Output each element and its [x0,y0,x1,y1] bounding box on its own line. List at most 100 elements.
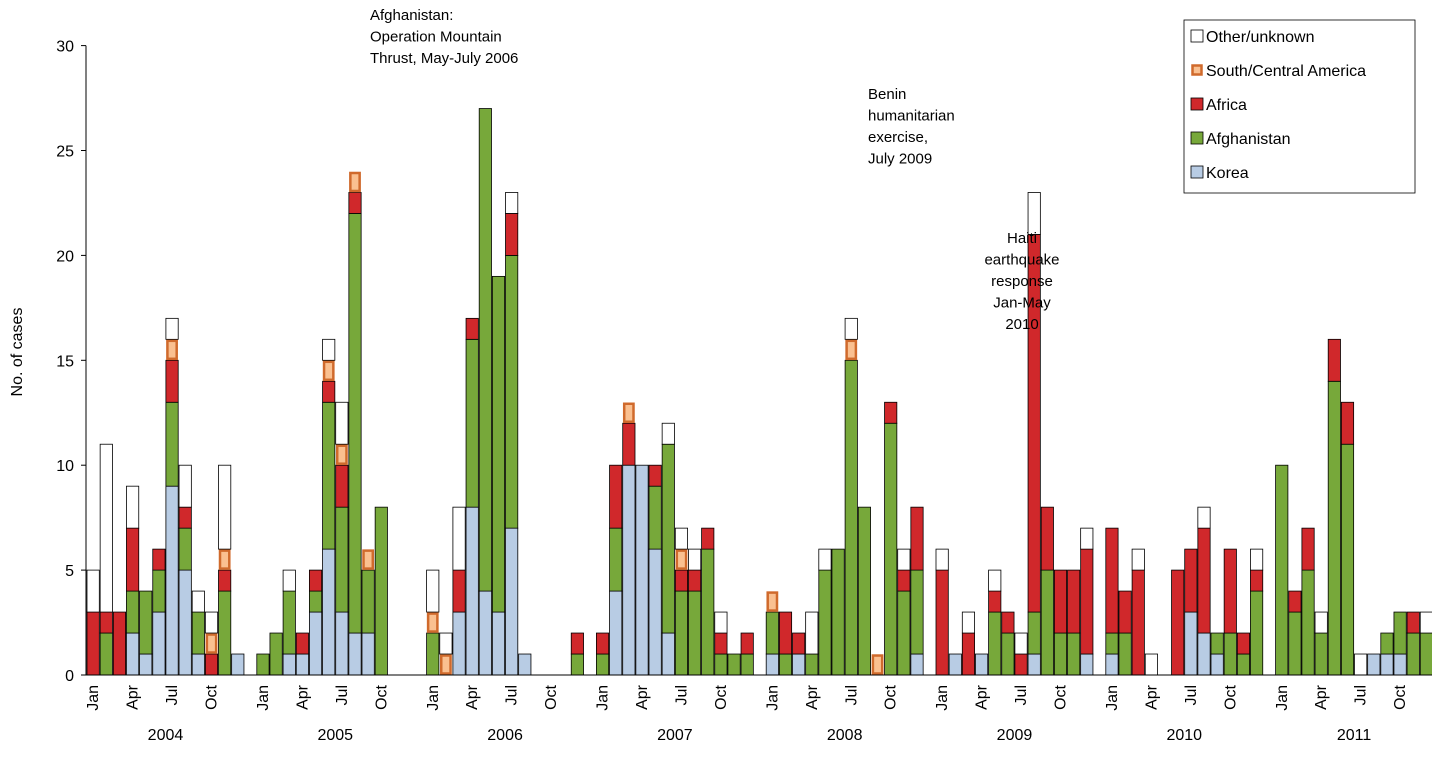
bar-segment-other-unknown [818,548,832,571]
annotation-line: Jan-May [993,295,1051,312]
y-tick-label: 15 [56,353,74,370]
bar-segment-other-unknown [935,548,949,571]
bar-segment-other-unknown [688,548,702,571]
bar-segment-africa [348,192,362,214]
legend-label: Korea [1206,165,1249,182]
bar-segment-korea [191,653,205,676]
bar-segment-africa [1118,590,1132,634]
bar-segment-other-unknown [218,464,232,550]
bar-segment-africa [126,527,140,592]
bar-segment-afghanistan [361,569,375,634]
x-tick-label: Jan [255,685,272,711]
legend-swatch [1190,131,1204,145]
axes-group: 0 5 10 15 20 25 30 [56,39,1432,685]
bar-segment-korea [648,548,662,676]
y-tick-label: 25 [56,144,74,161]
bar-segment-africa [1001,611,1015,634]
bar-segment-afghanistan [897,590,911,676]
bar-segment-south-central-america [845,339,858,361]
bar-segment-other-unknown [452,506,466,571]
bar-segment-korea [178,569,192,676]
bar-segment-afghanistan [1053,632,1068,676]
bar-segment-afghanistan [1406,632,1420,676]
bar-segment-afghanistan [478,108,492,592]
bar-segment-afghanistan [1314,632,1328,676]
bar-segment-afghanistan [740,653,754,676]
bar-segment-africa [1027,234,1041,613]
bar-segment-africa [295,632,309,655]
bar-segment-other-unknown [1419,611,1432,634]
bar-segment-afghanistan [609,527,623,592]
x-tick-label: Apr [294,684,311,710]
bar-segment-korea [139,653,153,676]
bar-segment-other-unknown [426,569,440,613]
bar-segment-afghanistan [322,401,336,550]
bar-segment-africa [988,590,1002,613]
bar-segment-afghanistan [126,590,140,634]
bar-segment-africa [648,464,662,487]
bar-segment-africa [218,569,232,592]
bar-segment-korea [152,611,166,676]
x-tick-label: Jan [934,685,951,711]
bar-segment-africa [178,506,192,529]
bar-segment-korea [1027,653,1041,676]
legend-swatch [1190,97,1204,111]
bar-segment-africa [740,632,754,655]
year-label: 2009 [997,727,1033,744]
year-label: 2011 [1337,727,1372,744]
bar-segment-africa [1327,338,1341,382]
bar-segment-korea [1367,653,1381,676]
bar-segment-korea [1380,653,1394,676]
bar-segment-other-unknown [126,485,140,529]
bar-segment-africa [897,569,911,592]
y-tick-label: 0 [65,668,74,685]
bar-segment-africa [688,569,702,592]
bar-segment-afghanistan [1040,569,1054,676]
bar-segment-south-central-america [349,171,361,193]
bar-segment-afghanistan [688,590,702,676]
bar-segment-africa [674,569,688,592]
bar-segment-south-central-america [426,612,439,633]
bar-segment-afghanistan [727,653,741,676]
bar-segment-other-unknown [1314,611,1328,634]
annotation-line: earthquake [984,252,1059,269]
bar-segment-africa [1250,569,1264,592]
bar-segment-afghanistan [1327,380,1341,676]
bar-segment-korea [1080,653,1094,676]
bar-segment-korea [948,653,962,676]
legend-swatch [1190,29,1204,43]
bar-segment-korea [1210,653,1224,676]
x-tick-label: Jul [1353,685,1370,705]
bar-segment-other-unknown [1197,506,1211,529]
bar-segment-other-unknown [1144,653,1158,676]
annotation-line: Benin [868,86,906,103]
bar-segment-afghanistan [818,569,832,676]
bar-segment-africa [505,213,519,256]
year-label: 2005 [317,727,353,744]
annotation-line: Thrust, May-July 2006 [370,50,518,67]
bar-segment-afghanistan [1118,632,1132,676]
bar-segment-afghanistan [1288,611,1302,676]
bar-segment-afghanistan [674,590,688,676]
x-tick-label: Apr [125,684,142,710]
bar-segment-afghanistan [1067,632,1081,676]
annotation-line: July 2009 [868,151,932,168]
bar-segment-africa [86,611,100,676]
bar-segment-afghanistan [805,653,819,676]
bar-segment-south-central-america [675,549,688,570]
legend-label: South/Central America [1206,63,1366,80]
bar-segment-africa [1080,548,1094,655]
legend-label: Afghanistan [1206,131,1291,148]
bar-segment-afghanistan [165,401,179,487]
bar-segment-africa [910,506,924,571]
bar-segment-afghanistan [152,569,166,613]
bar-segment-korea [231,653,245,676]
y-tick-label: 20 [56,248,74,265]
bar-segment-korea [1184,611,1198,676]
bar-segment-other-unknown [99,443,113,613]
bar-segment-other-unknown [1027,192,1041,235]
bar-segment-africa [1197,527,1211,634]
bar-segment-afghanistan [844,359,858,676]
bar-segment-afghanistan [1236,653,1251,676]
bar-segment-other-unknown [844,317,858,340]
